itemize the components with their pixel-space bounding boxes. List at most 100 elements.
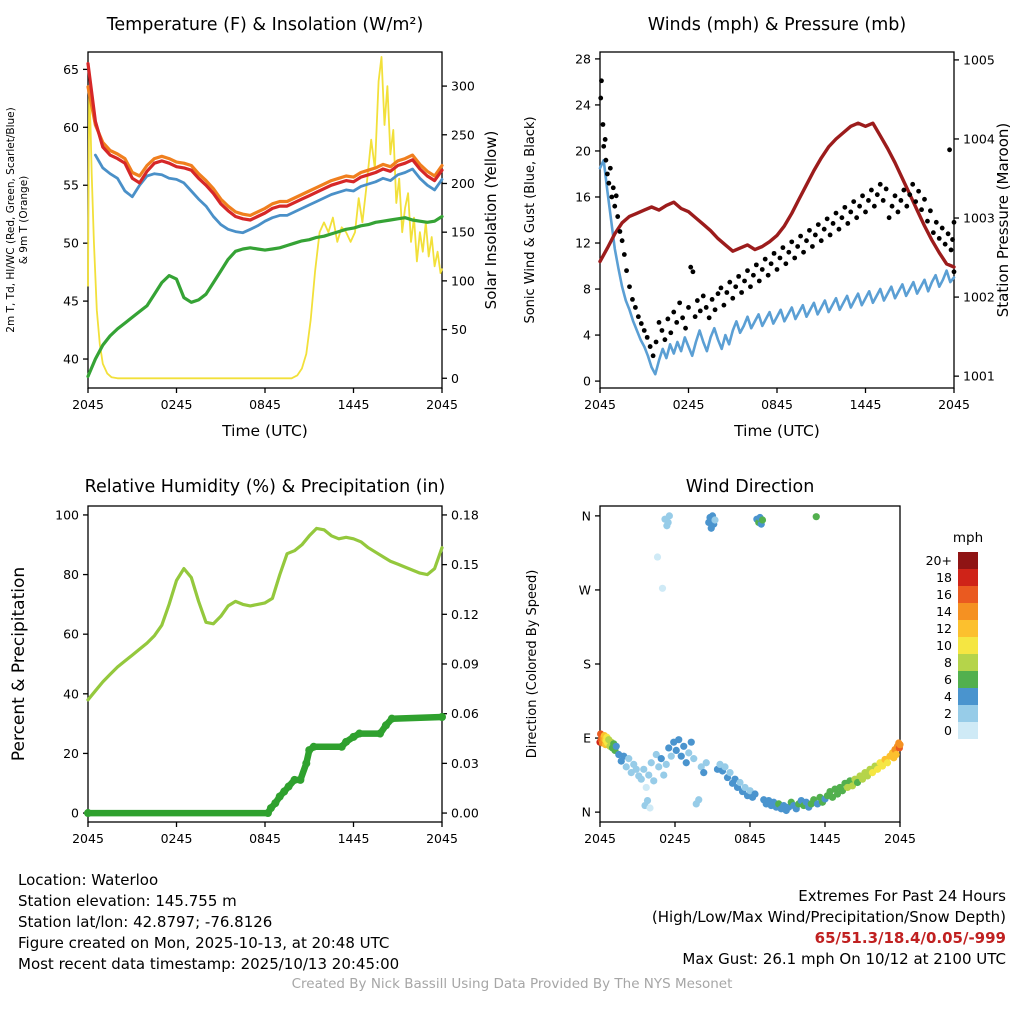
svg-text:2045: 2045 xyxy=(884,831,916,846)
station-location: Location: Waterloo xyxy=(18,871,159,889)
svg-text:0: 0 xyxy=(944,723,952,738)
svg-text:2045: 2045 xyxy=(584,831,616,846)
svg-text:mph: mph xyxy=(953,530,983,546)
svg-text:1002: 1002 xyxy=(963,290,995,305)
svg-text:24: 24 xyxy=(575,97,591,112)
svg-text:250: 250 xyxy=(451,127,475,142)
svg-text:60: 60 xyxy=(63,627,79,642)
temperature-insolation-chart: Temperature (F) & Insolation (W/m²) 2045 0… xyxy=(5,15,500,440)
chart-title: Temperature (F) & Insolation (W/m²) xyxy=(106,15,424,35)
svg-text:2: 2 xyxy=(944,706,952,721)
extremes-title: Extremes For Past 24 Hours xyxy=(798,887,1006,905)
extremes-subtitle: (High/Low/Max Wind/Precipitation/Snow De… xyxy=(651,908,1006,926)
svg-text:0.09: 0.09 xyxy=(451,657,479,672)
svg-text:40: 40 xyxy=(63,686,79,701)
svg-text:4: 4 xyxy=(583,328,591,343)
extremes-values: 65/51.3/18.4/0.05/-999 xyxy=(814,929,1006,947)
x-axis-label: Time (UTC) xyxy=(733,422,820,440)
svg-text:E: E xyxy=(583,731,591,746)
svg-text:0845: 0845 xyxy=(761,397,793,412)
svg-text:0845: 0845 xyxy=(734,831,766,846)
svg-text:1004: 1004 xyxy=(963,131,995,146)
panel-temperature-insolation: Temperature (F) & Insolation (W/m²) 2045 0… xyxy=(0,0,512,462)
footer: Location: Waterloo Station elevation: 14… xyxy=(0,864,1024,975)
winds-pressure-chart: Winds (mph) & Pressure (mb) 2045 0245 0845 1… xyxy=(523,15,1012,440)
svg-text:20: 20 xyxy=(63,746,79,761)
panel-wind-direction: Wind Direction 2045 0245 0845 1445 2045 N E S W N D… xyxy=(512,462,1024,864)
extremes-info: Extremes For Past 24 Hours (High/Low/Max… xyxy=(652,870,1006,970)
svg-text:2045: 2045 xyxy=(72,397,104,412)
svg-text:4: 4 xyxy=(944,689,952,704)
chart-title: Winds (mph) & Pressure (mb) xyxy=(648,15,906,35)
svg-text:2045: 2045 xyxy=(426,397,458,412)
svg-text:60: 60 xyxy=(63,120,79,135)
chart-title: Relative Humidity (%) & Precipitation (i… xyxy=(85,477,446,497)
series-precipitation xyxy=(84,712,446,818)
svg-text:100: 100 xyxy=(55,507,79,522)
chart-title: Wind Direction xyxy=(686,477,815,497)
svg-text:8: 8 xyxy=(583,282,591,297)
svg-text:80: 80 xyxy=(63,567,79,582)
svg-text:14: 14 xyxy=(936,604,952,619)
svg-text:0845: 0845 xyxy=(249,831,281,846)
svg-text:0.00: 0.00 xyxy=(451,806,479,821)
y-axis-label-left: Direction (Colored By Speed) xyxy=(525,570,540,759)
svg-text:0.18: 0.18 xyxy=(451,507,479,522)
svg-text:0245: 0245 xyxy=(659,831,691,846)
svg-text:20: 20 xyxy=(575,143,591,158)
svg-text:18: 18 xyxy=(936,570,952,585)
svg-text:100: 100 xyxy=(451,273,475,288)
svg-text:1001: 1001 xyxy=(963,369,995,384)
svg-text:1445: 1445 xyxy=(338,831,370,846)
series-temp-2m xyxy=(86,61,444,222)
svg-text:1445: 1445 xyxy=(809,831,841,846)
svg-text:0.06: 0.06 xyxy=(451,706,479,721)
y-axis-label-right: Solar Insolation (Yellow) xyxy=(482,131,500,310)
y-axis-label-left: 2m T, Td, HI/WC (Red, Green, Scarlet/Blu… xyxy=(5,107,17,332)
plot-frame xyxy=(87,505,443,823)
station-info: Location: Waterloo Station elevation: 14… xyxy=(18,870,399,975)
svg-text:S: S xyxy=(583,657,591,672)
max-gust: Max Gust: 26.1 mph On 10/12 at 2100 UTC xyxy=(682,950,1006,968)
svg-text:W: W xyxy=(579,582,591,597)
svg-text:0245: 0245 xyxy=(673,397,705,412)
svg-text:1003: 1003 xyxy=(963,211,995,226)
svg-text:12: 12 xyxy=(936,621,952,636)
svg-text:200: 200 xyxy=(451,176,475,191)
series-wind-gust xyxy=(598,78,957,359)
svg-text:0245: 0245 xyxy=(161,397,193,412)
panel-humidity-precip: Relative Humidity (%) & Precipitation (i… xyxy=(0,462,512,864)
svg-text:16: 16 xyxy=(936,587,952,602)
axes: 2045 0245 0845 1445 2045 Time (UTC) 0 4 8 12 16 20 2… xyxy=(523,51,1012,440)
mesonet-station-dashboard: Temperature (F) & Insolation (W/m²) 2045 0… xyxy=(0,0,1024,992)
svg-text:8: 8 xyxy=(944,655,952,670)
svg-text:50: 50 xyxy=(451,322,467,337)
svg-text:55: 55 xyxy=(63,178,79,193)
chart-grid: Temperature (F) & Insolation (W/m²) 2045 0… xyxy=(0,0,1024,864)
svg-text:40: 40 xyxy=(63,352,79,367)
series-wind-direction xyxy=(596,512,904,815)
series-sonic-wind xyxy=(598,158,956,376)
svg-text:65: 65 xyxy=(63,62,79,77)
svg-text:0.03: 0.03 xyxy=(451,756,479,771)
svg-text:1005: 1005 xyxy=(963,52,995,67)
wind-direction-chart: Wind Direction 2045 0245 0845 1445 2045 N E S W N D… xyxy=(525,477,983,846)
figure-created: Figure created on Mon, 2025-10-13, at 20… xyxy=(18,934,390,952)
credit-line: Created By Nick Bassill Using Data Provi… xyxy=(291,976,733,992)
svg-text:0245: 0245 xyxy=(161,831,193,846)
svg-text:2045: 2045 xyxy=(72,831,104,846)
series-dewpoint-2m xyxy=(86,214,444,378)
svg-text:6: 6 xyxy=(944,672,952,687)
svg-text:28: 28 xyxy=(575,51,591,66)
svg-text:10: 10 xyxy=(936,638,952,653)
svg-text:0: 0 xyxy=(583,374,591,389)
svg-text:12: 12 xyxy=(575,236,591,251)
y-axis-label-left: Sonic Wind & Gust (Blue, Black) xyxy=(523,116,538,323)
axes: 2045 0245 0845 1445 2045 0 20 40 60 80 100 Percent … xyxy=(9,507,479,846)
axes: 2045 0245 0845 1445 2045 Time (UTC) 40 45 50 55 60… xyxy=(5,62,500,440)
svg-text:45: 45 xyxy=(63,294,79,309)
axes: 2045 0245 0845 1445 2045 N E S W N Direction (Colo… xyxy=(525,508,916,846)
svg-text:1445: 1445 xyxy=(338,397,370,412)
humidity-precip-chart: Relative Humidity (%) & Precipitation (i… xyxy=(9,477,479,846)
